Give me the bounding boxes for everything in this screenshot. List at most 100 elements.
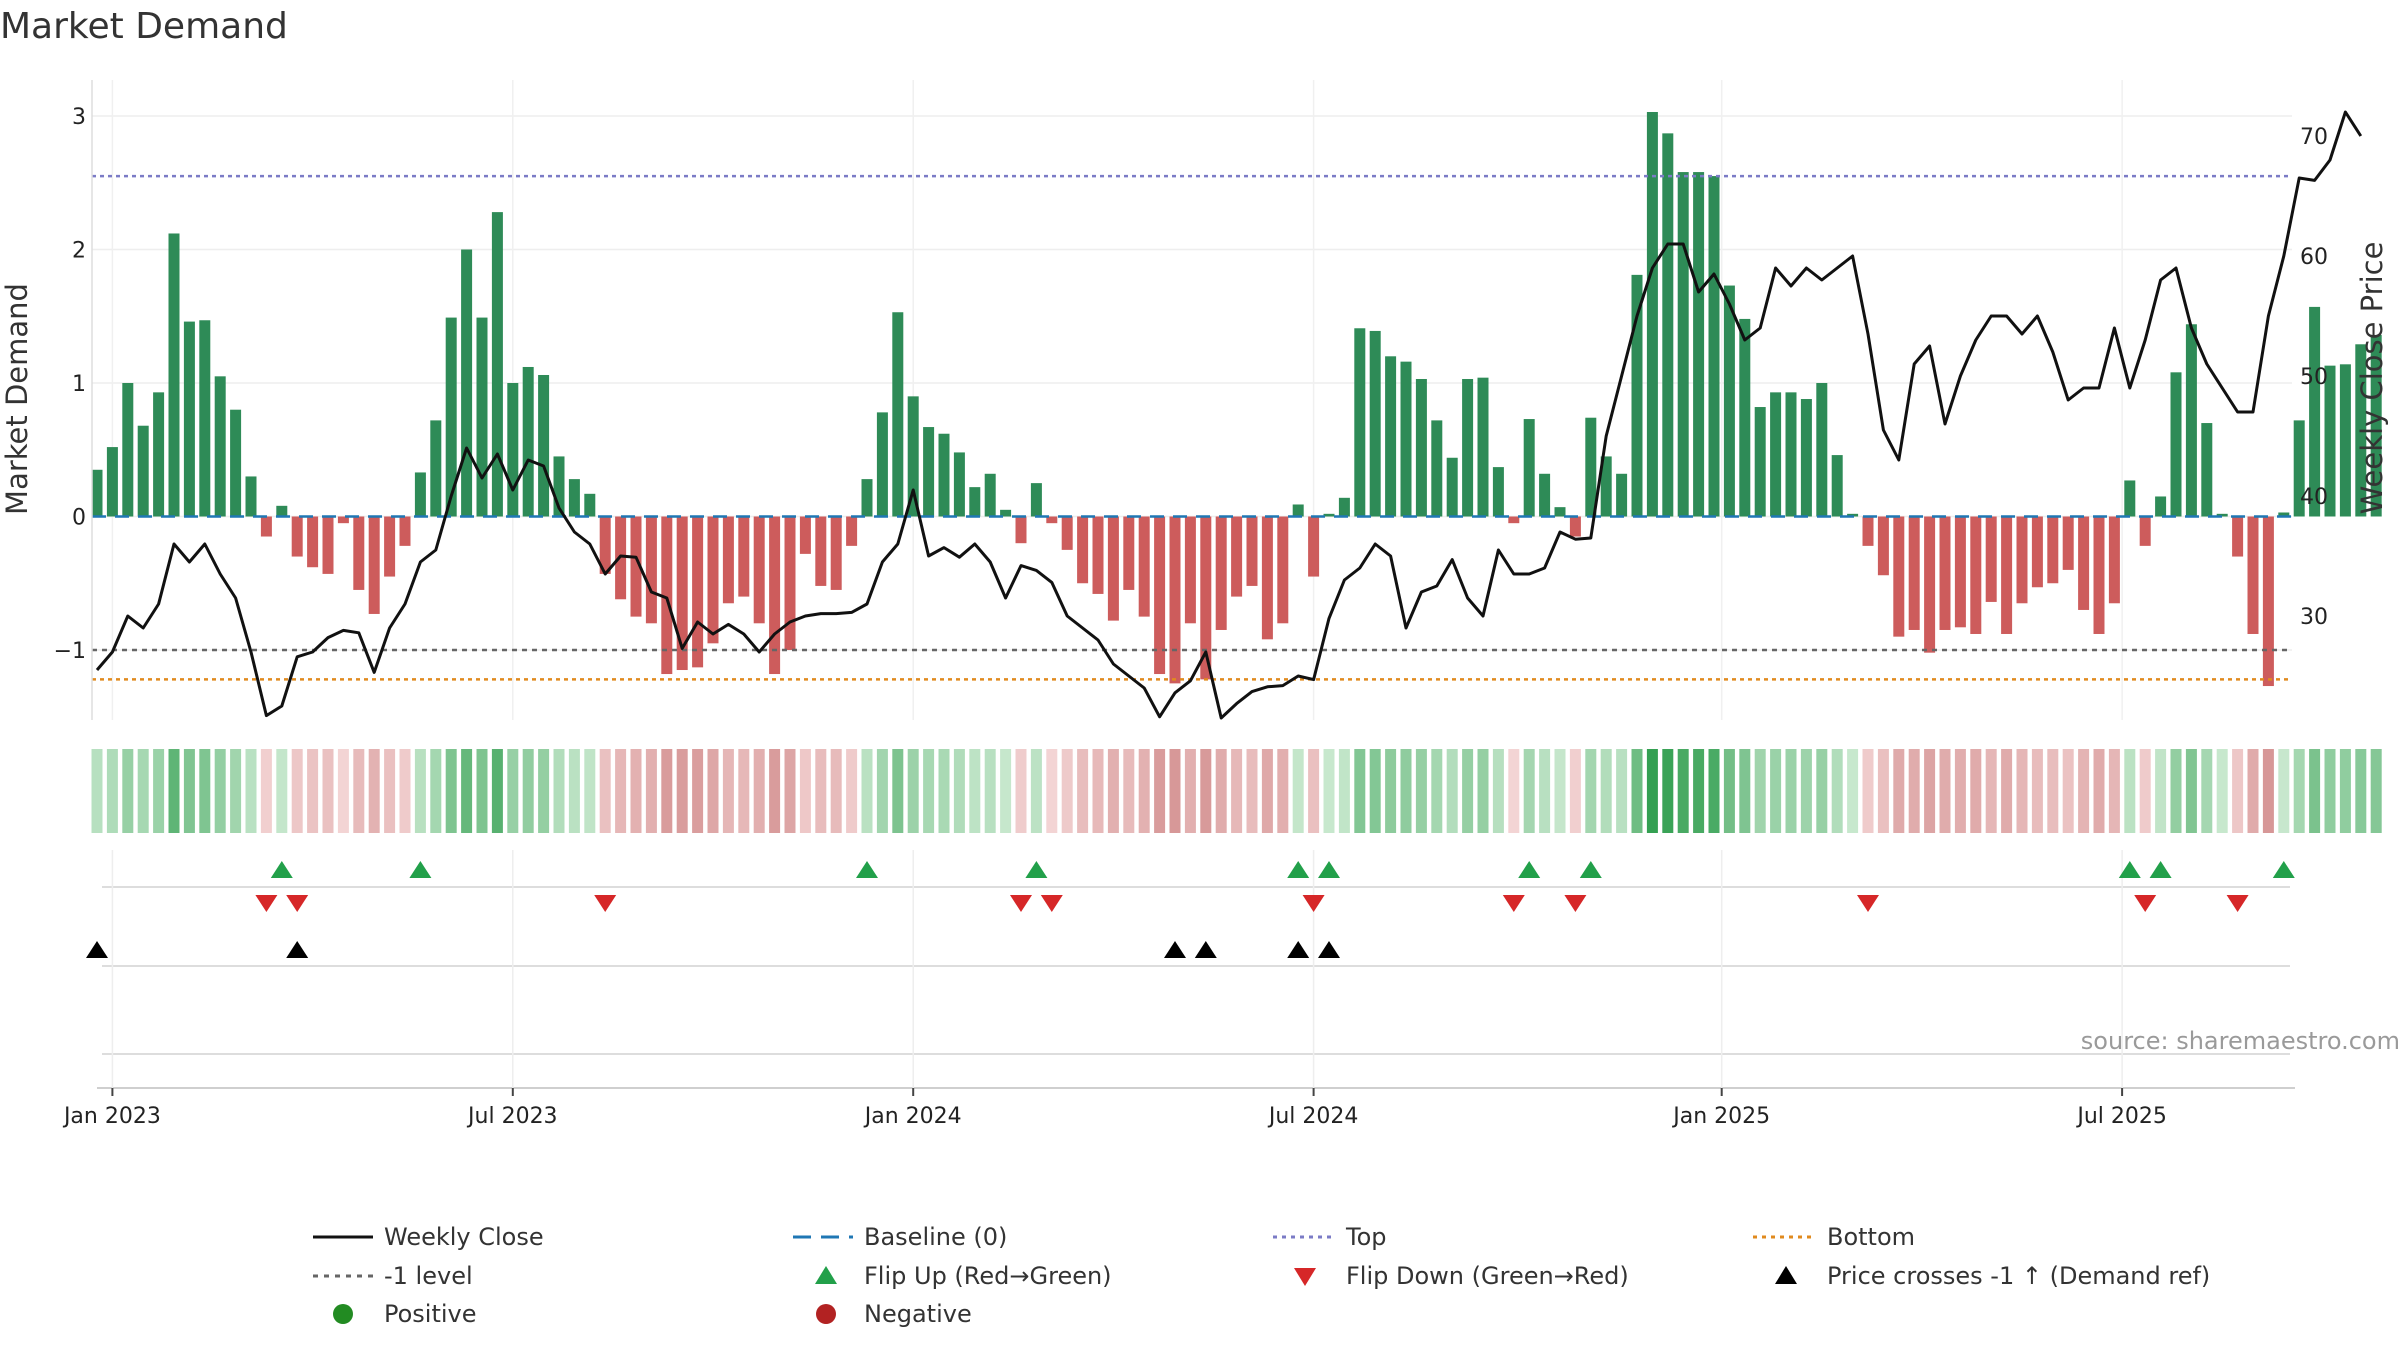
heat-cell xyxy=(1446,749,1458,833)
demand-bar xyxy=(1061,516,1073,550)
demand-bar xyxy=(1492,467,1504,517)
heat-cell xyxy=(91,749,103,833)
flip-up-marker xyxy=(2149,861,2172,878)
demand-bar xyxy=(2216,513,2228,517)
demand-bar xyxy=(399,516,411,546)
flip-down-marker xyxy=(1040,895,1063,912)
demand-bar xyxy=(1415,378,1427,517)
heat-cell xyxy=(1554,749,1566,833)
flip-down-marker xyxy=(1302,895,1325,912)
heat-cell xyxy=(2370,749,2382,833)
flip-up-marker xyxy=(1579,861,1602,878)
demand-bar xyxy=(1261,516,1273,640)
demand-bar xyxy=(353,516,365,590)
right-y-tick-label: 70 xyxy=(2300,125,2328,150)
demand-bar xyxy=(2370,334,2382,517)
flip-down-marker xyxy=(1502,895,1525,912)
legend-weekly-close: Weekly Close xyxy=(313,1223,544,1251)
heat-cell xyxy=(353,749,365,833)
demand-bar xyxy=(1831,455,1843,517)
flip-down-marker xyxy=(1857,895,1879,912)
heat-cell xyxy=(2139,749,2151,833)
legend-negative: Negative xyxy=(816,1300,972,1328)
left-y-tick-label: −1 xyxy=(54,639,86,664)
heat-cell xyxy=(1893,749,1905,833)
heat-cell xyxy=(1138,749,1150,833)
heat-cell xyxy=(1246,749,1258,833)
heat-cell xyxy=(1492,749,1504,833)
heat-cell xyxy=(861,749,873,833)
demand-bar xyxy=(2339,364,2351,517)
heat-cell xyxy=(1600,749,1612,833)
right-y-tick-label: 30 xyxy=(2300,605,2328,630)
heat-cell xyxy=(1723,749,1735,833)
heat-cell xyxy=(260,749,272,833)
demand-bar xyxy=(522,366,534,517)
demand-bar xyxy=(2047,516,2059,584)
heat-cell xyxy=(876,749,888,833)
heat-cell xyxy=(1954,749,1966,833)
demand-bar xyxy=(445,317,457,517)
demand-bar xyxy=(276,505,288,517)
demand-bar xyxy=(153,392,165,517)
demand-bar xyxy=(661,516,673,675)
demand-bar xyxy=(1015,516,1027,544)
heat-cell xyxy=(337,749,349,833)
demand-bar xyxy=(1770,392,1782,517)
heat-cell xyxy=(1800,749,1812,833)
heat-cell xyxy=(1046,749,1058,833)
heat-cell xyxy=(322,749,334,833)
demand-bar xyxy=(2155,496,2167,517)
heat-cell xyxy=(907,749,919,833)
heat-cell xyxy=(2031,749,2043,833)
heat-cell xyxy=(1400,749,1412,833)
heat-cell xyxy=(491,749,503,833)
demand-bar xyxy=(1523,419,1535,517)
demand-bar xyxy=(1893,516,1905,637)
legend-price-cross: Price crosses -1 ↑ (Demand ref) xyxy=(1775,1262,2210,1290)
demand-bar xyxy=(245,476,257,517)
heat-cell xyxy=(230,749,242,833)
demand-bar xyxy=(1616,473,1628,517)
heat-cell xyxy=(938,749,950,833)
heat-cell xyxy=(1816,749,1828,833)
heat-cell xyxy=(1646,749,1658,833)
legend-top: Top xyxy=(1273,1223,1387,1251)
legend-minus-one: -1 level xyxy=(313,1262,473,1290)
heat-cell xyxy=(784,749,796,833)
demand-bar xyxy=(969,487,981,517)
left-y-tick-label: 2 xyxy=(72,239,86,264)
legend-top-label: Top xyxy=(1345,1223,1387,1251)
heat-cell xyxy=(1539,749,1551,833)
heat-cell xyxy=(2339,749,2351,833)
demand-bar xyxy=(753,516,765,624)
legend-weekly-close-label: Weekly Close xyxy=(384,1223,544,1251)
flip-up-marker xyxy=(409,861,432,878)
demand-bar xyxy=(1231,516,1243,597)
heat-cell xyxy=(1939,749,1951,833)
demand-bar xyxy=(1554,507,1566,517)
heat-cell xyxy=(1924,749,1936,833)
heat-cell xyxy=(2124,749,2136,833)
demand-bar xyxy=(907,396,919,517)
heat-cell xyxy=(137,749,149,833)
demand-bar xyxy=(2016,516,2028,604)
heat-cell xyxy=(2093,749,2105,833)
demand-bar xyxy=(953,452,965,517)
heat-cell xyxy=(1677,749,1689,833)
right-y-tick-label: 50 xyxy=(2300,365,2328,390)
heat-cell xyxy=(2201,749,2213,833)
right-y-ticks: 70 60 50 40 30 xyxy=(2300,125,2328,630)
demand-bar xyxy=(1292,504,1304,517)
demand-bar xyxy=(799,516,811,554)
demand-bar xyxy=(738,516,750,597)
demand-bar xyxy=(1539,473,1551,517)
demand-bar xyxy=(1431,420,1443,517)
heat-cell xyxy=(2016,749,2028,833)
heat-cell xyxy=(722,749,734,833)
heat-cell xyxy=(2216,749,2228,833)
demand-bar xyxy=(322,516,334,574)
demand-bar xyxy=(183,321,195,517)
left-y-tick-label: 0 xyxy=(72,506,86,531)
demand-bar xyxy=(260,516,272,537)
